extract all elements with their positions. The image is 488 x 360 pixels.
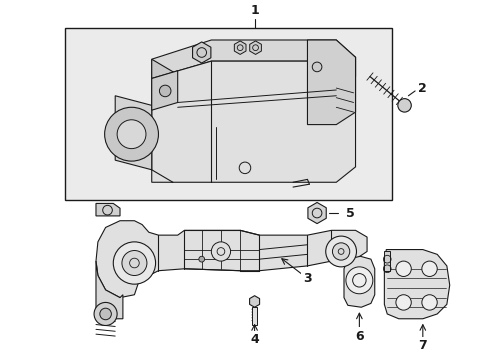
- Text: 5: 5: [345, 207, 354, 220]
- Circle shape: [397, 99, 410, 112]
- Text: 3: 3: [303, 272, 311, 285]
- Polygon shape: [307, 202, 325, 224]
- Polygon shape: [151, 59, 173, 182]
- Circle shape: [332, 243, 349, 260]
- Polygon shape: [151, 57, 355, 182]
- Circle shape: [104, 107, 158, 161]
- Circle shape: [211, 242, 230, 261]
- Circle shape: [312, 62, 321, 72]
- Polygon shape: [249, 296, 259, 307]
- Polygon shape: [151, 71, 177, 110]
- Polygon shape: [115, 96, 151, 170]
- Polygon shape: [151, 40, 355, 78]
- Circle shape: [122, 251, 146, 275]
- Circle shape: [421, 261, 436, 276]
- Polygon shape: [384, 249, 449, 319]
- Text: 1: 1: [250, 4, 259, 17]
- Bar: [65, 28, 391, 199]
- Circle shape: [113, 242, 155, 284]
- Polygon shape: [96, 221, 366, 298]
- Text: 4: 4: [250, 333, 259, 346]
- Polygon shape: [192, 42, 210, 63]
- Circle shape: [199, 256, 204, 262]
- Circle shape: [117, 120, 146, 149]
- Polygon shape: [249, 41, 261, 54]
- Circle shape: [325, 236, 356, 267]
- Text: 6: 6: [354, 329, 363, 343]
- Text: 2: 2: [418, 82, 427, 95]
- Polygon shape: [234, 41, 245, 54]
- Circle shape: [395, 295, 410, 310]
- Circle shape: [159, 85, 171, 97]
- Circle shape: [421, 295, 436, 310]
- Circle shape: [395, 261, 410, 276]
- Polygon shape: [307, 40, 355, 125]
- Circle shape: [94, 302, 117, 325]
- Bar: [384, 252, 389, 271]
- Circle shape: [100, 308, 111, 320]
- Polygon shape: [96, 261, 122, 319]
- Polygon shape: [96, 203, 120, 216]
- Bar: [251, 307, 257, 324]
- Polygon shape: [343, 256, 374, 307]
- Text: 7: 7: [418, 339, 427, 352]
- Circle shape: [345, 267, 372, 294]
